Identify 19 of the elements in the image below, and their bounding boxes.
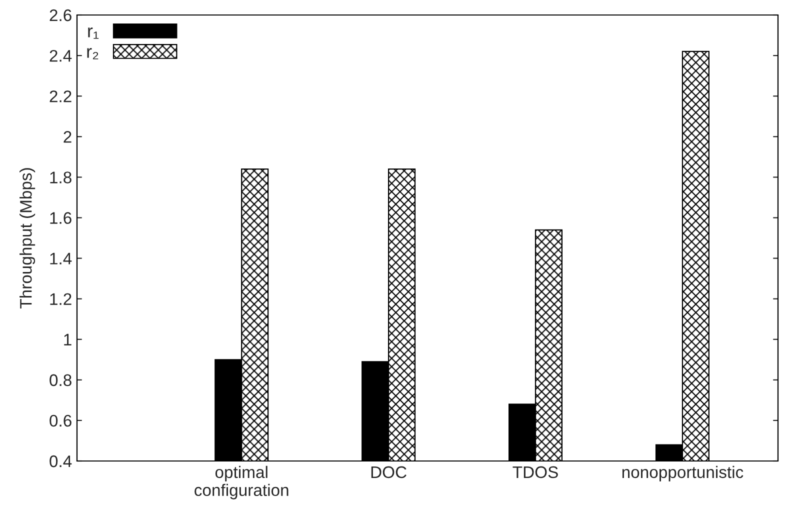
y-tick-label: 0.8	[50, 374, 72, 386]
y-tick-label: 1.8	[50, 172, 72, 184]
y-tick-label: 1.6	[50, 212, 72, 224]
y-tick-label: 2.6	[50, 9, 72, 22]
y-tick-label: 2	[64, 131, 72, 143]
y-tick-label: 1	[64, 334, 72, 346]
x-tick-label: optimal configuration	[194, 466, 288, 500]
x-tick-label: TDOS	[512, 466, 558, 478]
y-tick-label: 2.2	[50, 90, 72, 102]
y-tick-label: 1.2	[50, 293, 72, 305]
x-tick-label: nonopportunistic	[622, 466, 744, 482]
x-tick-label: DOC	[371, 466, 406, 478]
y-tick-label: 2.4	[50, 50, 72, 62]
legend-label: r₁	[88, 27, 99, 39]
y-tick-label: 1.4	[50, 252, 72, 264]
y-tick-label: 0.6	[50, 414, 72, 427]
y-axis-title: Throughput (Mbps)	[20, 168, 36, 308]
y-tick-label: 0.4	[50, 455, 72, 468]
legend-label: r₂	[87, 48, 98, 60]
